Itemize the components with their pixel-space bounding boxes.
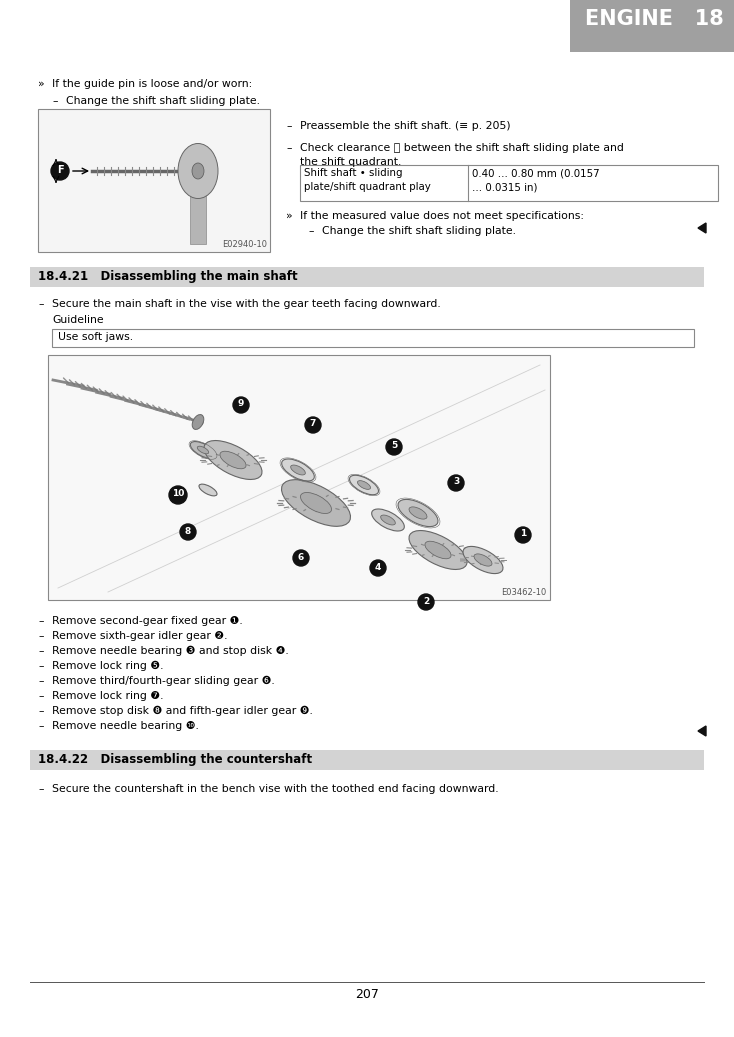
Text: –: – <box>286 121 291 131</box>
Circle shape <box>448 475 464 491</box>
Bar <box>38 109 270 252</box>
Bar <box>190 151 206 244</box>
Text: Change the shift shaft sliding plate.: Change the shift shaft sliding plate. <box>322 226 516 236</box>
Text: 1: 1 <box>520 530 526 538</box>
Text: –: – <box>38 299 43 309</box>
Ellipse shape <box>199 484 217 496</box>
Text: »: » <box>38 79 45 89</box>
Text: If the guide pin is loose and/or worn:: If the guide pin is loose and/or worn: <box>52 79 252 89</box>
Text: Check clearance ⓕ between the shift shaft sliding plate and: Check clearance ⓕ between the shift shaf… <box>300 143 624 153</box>
Ellipse shape <box>409 531 467 569</box>
Text: 4: 4 <box>375 562 381 571</box>
Text: –: – <box>38 646 43 656</box>
Text: –: – <box>38 676 43 686</box>
Circle shape <box>515 527 531 543</box>
Ellipse shape <box>425 541 451 559</box>
Ellipse shape <box>300 493 332 513</box>
Text: 7: 7 <box>310 420 316 428</box>
Text: –: – <box>38 661 43 671</box>
Ellipse shape <box>192 163 204 179</box>
Ellipse shape <box>282 459 314 481</box>
Ellipse shape <box>371 509 404 531</box>
Text: F: F <box>57 165 63 175</box>
Text: –: – <box>38 706 43 716</box>
Text: … 0.0315 in): … 0.0315 in) <box>472 183 537 192</box>
Text: If the measured value does not meet specifications:: If the measured value does not meet spec… <box>300 211 584 221</box>
Bar <box>300 165 718 201</box>
Ellipse shape <box>204 441 262 479</box>
Circle shape <box>180 524 196 540</box>
Text: E02940-10: E02940-10 <box>222 240 267 249</box>
Ellipse shape <box>381 515 396 525</box>
Circle shape <box>293 550 309 566</box>
Ellipse shape <box>474 554 492 566</box>
Text: 18.4.22   Disassembling the countershaft: 18.4.22 Disassembling the countershaft <box>38 753 312 766</box>
Circle shape <box>418 594 434 610</box>
Circle shape <box>233 397 249 413</box>
Ellipse shape <box>463 546 503 573</box>
Text: –: – <box>38 630 43 641</box>
Text: Remove needle bearing ❸ and stop disk ❹.: Remove needle bearing ❸ and stop disk ❹. <box>52 646 288 656</box>
Bar <box>30 750 704 770</box>
Text: –: – <box>286 143 291 153</box>
Ellipse shape <box>291 465 305 475</box>
Ellipse shape <box>398 500 438 527</box>
Text: –: – <box>38 616 43 626</box>
Bar <box>48 355 550 600</box>
Ellipse shape <box>282 480 351 527</box>
Text: ENGINE   18: ENGINE 18 <box>585 9 724 29</box>
Text: –: – <box>38 784 43 794</box>
Text: –: – <box>38 691 43 701</box>
Circle shape <box>386 439 402 455</box>
Ellipse shape <box>357 480 371 489</box>
Text: –: – <box>38 721 43 731</box>
Text: 0.40 … 0.80 mm (0.0157: 0.40 … 0.80 mm (0.0157 <box>472 168 600 178</box>
Text: Remove second‑gear fixed gear ❶.: Remove second‑gear fixed gear ❶. <box>52 616 243 626</box>
Text: 10: 10 <box>172 489 184 499</box>
Text: 6: 6 <box>298 553 304 561</box>
Text: –: – <box>308 226 313 236</box>
Ellipse shape <box>178 143 218 198</box>
Text: Remove sixth‑gear idler gear ❷.: Remove sixth‑gear idler gear ❷. <box>52 630 228 641</box>
Bar <box>30 267 704 287</box>
Text: the shift quadrant.: the shift quadrant. <box>300 157 401 167</box>
Text: 3: 3 <box>453 477 459 486</box>
Circle shape <box>305 417 321 433</box>
Circle shape <box>51 162 69 180</box>
Ellipse shape <box>190 442 216 458</box>
Ellipse shape <box>220 451 246 469</box>
Text: 5: 5 <box>391 442 397 450</box>
Text: Remove lock ring ❼.: Remove lock ring ❼. <box>52 691 164 701</box>
Polygon shape <box>698 726 706 736</box>
Text: Shift shaft • sliding: Shift shaft • sliding <box>304 168 402 178</box>
Text: 2: 2 <box>423 596 429 606</box>
Text: Secure the main shaft in the vise with the gear teeth facing downward.: Secure the main shaft in the vise with t… <box>52 299 440 309</box>
Text: Remove third/fourth‑gear sliding gear ❻.: Remove third/fourth‑gear sliding gear ❻. <box>52 676 275 686</box>
Text: Secure the countershaft in the bench vise with the toothed end facing downward.: Secure the countershaft in the bench vis… <box>52 784 498 794</box>
Text: plate/shift quadrant play: plate/shift quadrant play <box>304 183 431 192</box>
Text: E03462-10: E03462-10 <box>501 588 546 597</box>
Text: Use soft jaws.: Use soft jaws. <box>58 332 133 342</box>
Text: –: – <box>52 96 57 106</box>
Text: 9: 9 <box>238 399 244 409</box>
Text: 18.4.21   Disassembling the main shaft: 18.4.21 Disassembling the main shaft <box>38 270 297 283</box>
Polygon shape <box>698 223 706 233</box>
Bar <box>570 0 734 52</box>
Circle shape <box>370 560 386 576</box>
Text: Guideline: Guideline <box>52 315 103 325</box>
Circle shape <box>169 486 187 504</box>
Ellipse shape <box>409 507 427 520</box>
Text: 8: 8 <box>185 527 191 535</box>
Text: Change the shift shaft sliding plate.: Change the shift shaft sliding plate. <box>66 96 260 106</box>
Text: 207: 207 <box>355 988 379 1001</box>
Text: Remove lock ring ❺.: Remove lock ring ❺. <box>52 661 164 671</box>
Text: Preassemble the shift shaft. (≡ p. 205): Preassemble the shift shaft. (≡ p. 205) <box>300 121 511 131</box>
Text: Remove needle bearing ❿.: Remove needle bearing ❿. <box>52 721 199 731</box>
Text: »: » <box>286 211 293 221</box>
Ellipse shape <box>197 446 208 454</box>
Ellipse shape <box>349 475 379 495</box>
Text: Remove stop disk ❽ and fifth‑gear idler gear ❾.: Remove stop disk ❽ and fifth‑gear idler … <box>52 706 313 717</box>
Ellipse shape <box>192 415 204 429</box>
Bar <box>52 329 694 347</box>
